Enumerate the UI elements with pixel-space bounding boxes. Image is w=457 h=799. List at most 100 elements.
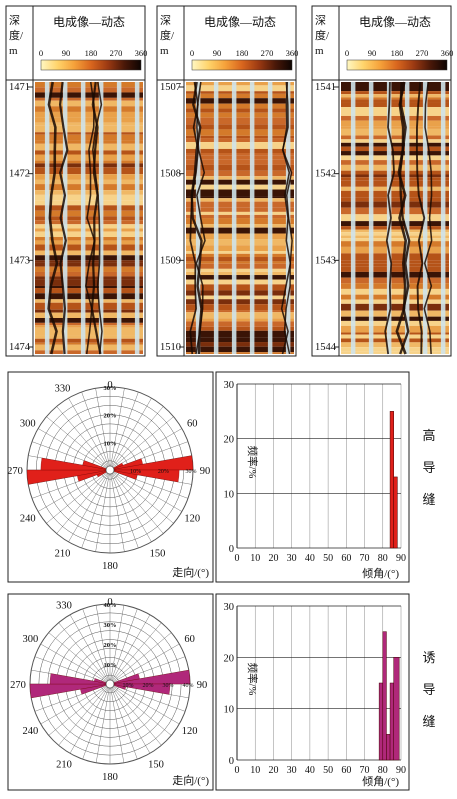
rose-spoke	[58, 683, 111, 746]
hist-bar	[389, 682, 394, 761]
log-panel-2: 深度/m 电成像—动态 0 90 180 270 360 1507 1508 1509 1510	[156, 5, 298, 357]
hist-bar	[389, 411, 394, 549]
scale-tick-label: 90	[213, 48, 222, 58]
depth-header-text: 深	[9, 14, 20, 27]
fracture-trace	[195, 81, 206, 355]
rose-angle-label: 300	[22, 634, 38, 645]
rose-spoke	[109, 469, 174, 524]
side-label-char: 高	[422, 428, 435, 443]
image-band	[341, 97, 449, 100]
rose-spoke	[109, 683, 125, 763]
image-band	[186, 129, 294, 136]
rose-radial-label: 20%	[104, 413, 117, 420]
pad-gap-stripe	[98, 82, 104, 354]
image-band	[186, 103, 294, 109]
depth-header-text: 深	[160, 14, 171, 27]
image-band	[35, 312, 143, 318]
depth-label: 1471	[9, 82, 30, 93]
pad-gap-stripe	[267, 82, 273, 354]
image-band	[35, 276, 143, 280]
image-band	[341, 263, 449, 267]
image-band	[341, 174, 449, 178]
rose-spoke	[109, 683, 162, 746]
rose-angle-label: 240	[22, 726, 38, 737]
image-band	[341, 288, 449, 295]
rose-angle-label: 120	[182, 726, 198, 737]
rose-radial-label: 40%	[104, 602, 117, 609]
log-panel-3: 深度/m 电成像—动态 0 90 180 270 360 1541 1542 1543 1544	[311, 5, 453, 357]
image-band	[35, 184, 143, 191]
image-band	[35, 194, 143, 201]
image-band	[35, 111, 143, 118]
image-band	[35, 309, 143, 313]
rose-spoke	[109, 388, 125, 471]
rose-ray-label: 20%	[143, 683, 154, 689]
fracture-trace	[395, 81, 408, 355]
image-band	[186, 159, 294, 165]
rose-spoke	[81, 391, 111, 471]
image-band	[341, 260, 449, 264]
hist-x-tick: 80	[378, 553, 388, 564]
pad-gap-stripe	[195, 82, 201, 354]
image-band	[35, 134, 143, 141]
pad-gap-stripe	[116, 82, 122, 354]
image-band	[186, 263, 294, 269]
rose-axis-title: 走向/(°)	[172, 773, 209, 787]
image-band	[186, 261, 294, 264]
rose-angle-label: 330	[55, 384, 71, 395]
image-band	[341, 246, 449, 254]
hist-x-tick: 0	[235, 765, 240, 776]
rose-ray-label: 30%	[163, 683, 174, 689]
hist-x-tick: 50	[323, 765, 333, 776]
hist-bar	[386, 734, 391, 761]
image-band	[341, 180, 449, 187]
hist-bar	[378, 682, 384, 761]
image-band	[186, 138, 294, 143]
depth-label: 1472	[9, 169, 30, 180]
image-band	[35, 224, 143, 229]
rose-angle-label: 270	[10, 680, 26, 691]
image-band	[341, 253, 449, 261]
image-band	[341, 303, 449, 311]
rose-radial-label: 10%	[104, 662, 117, 669]
rose-ray-label: 40%	[183, 683, 194, 689]
rose-angle-label: 270	[7, 466, 23, 477]
scale-tick-label: 270	[416, 48, 429, 58]
rose-angle-label: 0	[107, 597, 112, 608]
rose-spoke	[58, 622, 111, 685]
side-label-char: 缝	[422, 492, 435, 507]
image-band	[341, 266, 449, 272]
rose-radial-label: 10%	[104, 440, 117, 447]
image-band	[35, 132, 143, 135]
image-band	[341, 190, 449, 198]
color-scale-bar	[40, 59, 142, 71]
log-panel-1: 深度/m 电成像—动态 0 90 180 270 360 1471 1472 1473 1474	[5, 5, 147, 357]
image-band	[341, 197, 449, 202]
image-band	[35, 322, 143, 326]
depth-label: 1474	[9, 342, 31, 353]
rose-spoke	[69, 614, 111, 685]
image-band	[341, 155, 449, 161]
rose-spoke	[109, 416, 174, 471]
image-band	[341, 241, 449, 247]
image-band	[186, 279, 294, 285]
pad-gap-stripe	[249, 82, 255, 354]
rose-spoke	[109, 622, 162, 685]
image-band	[341, 229, 449, 233]
side-label-char: 导	[422, 682, 435, 697]
rose-spoke	[109, 469, 182, 512]
rose-angle-label: 210	[56, 760, 72, 771]
depth-label: 1473	[9, 255, 30, 266]
resistivity-image	[35, 81, 143, 355]
image-band	[35, 271, 143, 277]
rose-spoke	[109, 614, 151, 685]
image-band	[35, 317, 143, 323]
pad-gap-stripe	[404, 82, 410, 354]
image-band	[186, 321, 294, 327]
image-band	[35, 174, 143, 180]
image-band	[341, 82, 449, 85]
rose-spoke	[109, 683, 172, 736]
image-band	[341, 186, 449, 191]
rose-ray-label: 20%	[158, 469, 169, 475]
